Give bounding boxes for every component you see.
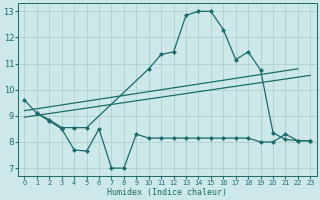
X-axis label: Humidex (Indice chaleur): Humidex (Indice chaleur) [108,188,228,197]
